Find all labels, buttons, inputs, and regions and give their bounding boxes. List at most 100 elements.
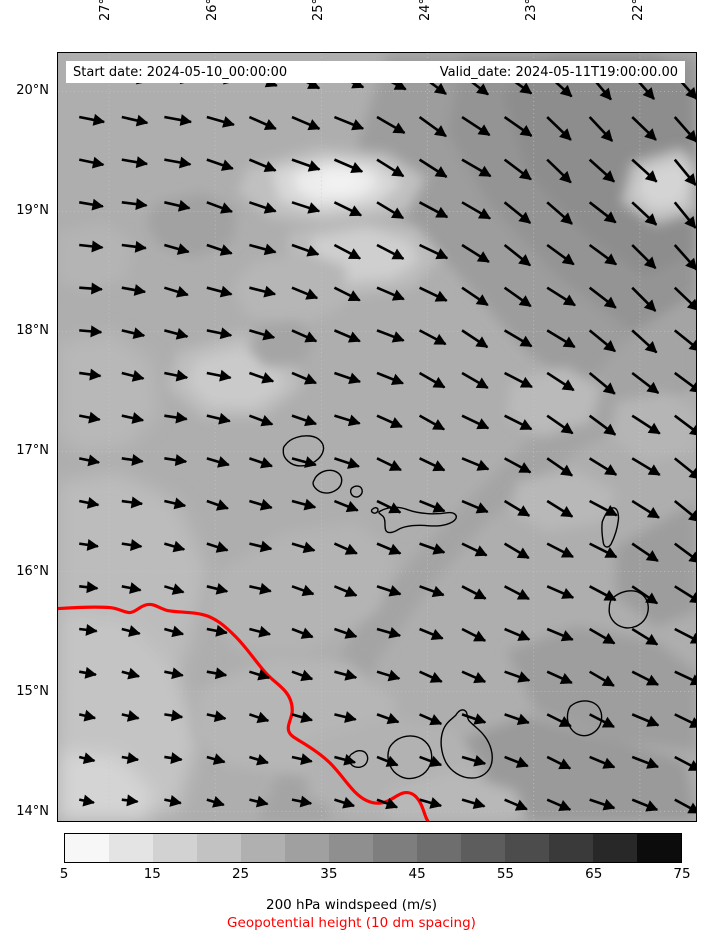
wind-arrow-head <box>260 457 273 469</box>
wind-arrow-head <box>305 288 319 300</box>
wind-arrow-head <box>391 289 405 301</box>
wind-arrow-head <box>88 411 101 424</box>
wind-arrow-head <box>218 412 231 425</box>
wind-arrow-head <box>215 582 229 595</box>
wind-arrow-head <box>215 624 228 637</box>
wind-arrow-head <box>388 543 402 555</box>
wind-arrow-head <box>302 541 316 554</box>
wind-arrow-head <box>687 760 696 771</box>
lat-tick-4: 16°N <box>16 563 49 579</box>
wind-arrow-head <box>603 423 617 436</box>
wind-arrow-head <box>519 335 533 347</box>
wind-arrow-head <box>261 372 275 384</box>
wind-arrow-head <box>687 802 696 814</box>
windspeed-shading <box>58 53 696 821</box>
wind-arrow-head <box>171 583 185 595</box>
wind-arrow-head <box>263 202 277 214</box>
wind-arrow-head <box>560 506 574 518</box>
wind-arrow-head <box>602 170 615 183</box>
wind-arrow-head <box>83 709 97 722</box>
wind-arrow-head <box>429 714 443 726</box>
wind-arrow-head <box>473 672 487 684</box>
wind-arrow-head <box>173 497 187 510</box>
wind-arrow-head <box>388 626 402 639</box>
wind-arrow-head <box>388 585 402 597</box>
wind-arrow-head <box>344 543 358 555</box>
wind-arrow-head <box>518 211 532 224</box>
wind-arrow-head <box>299 795 313 808</box>
wind-arrow-head <box>347 457 360 469</box>
wind-arrow-head <box>516 588 530 600</box>
wind-arrow-head <box>560 212 573 225</box>
lon-tick-2: 25°W <box>311 0 327 21</box>
colorbar-tick-3: 35 <box>320 866 338 882</box>
wind-arrow-head <box>84 666 97 679</box>
wind-arrow-head <box>132 327 146 340</box>
colorbar-tick-0: 5 <box>59 866 69 882</box>
wind-arrow-shaft <box>673 414 696 434</box>
wind-arrow-head <box>91 198 104 211</box>
colorbar-tick-5: 55 <box>496 866 515 882</box>
wind-arrow-head <box>307 119 321 131</box>
wind-arrow-head <box>475 502 489 514</box>
wind-arrow-shaft <box>674 585 696 602</box>
wind-arrow-head <box>686 298 696 311</box>
wind-arrow-head <box>602 382 616 395</box>
wind-arrow-head <box>91 282 103 295</box>
wind-arrow-head <box>344 585 358 598</box>
wind-arrow-head <box>126 794 139 807</box>
wind-arrow-head <box>434 166 448 178</box>
wind-arrow-head <box>476 251 490 263</box>
wind-arrow-head <box>517 629 531 641</box>
wind-arrow-head <box>347 248 362 259</box>
wind-arrow-head <box>516 547 530 559</box>
colorbar-band-13 <box>637 834 681 862</box>
wind-arrow-head <box>135 198 148 211</box>
wind-arrow-head <box>344 711 357 723</box>
wind-arrow-head <box>307 202 321 214</box>
wind-arrow-head <box>603 211 617 224</box>
wind-arrow-head <box>473 630 487 642</box>
wind-arrow-head <box>432 501 446 513</box>
wind-arrow-head <box>133 284 147 296</box>
wind-arrow-head <box>128 625 141 637</box>
wind-arrow-head <box>177 199 191 212</box>
wind-arrow-head <box>390 207 405 219</box>
colorbar-band-6 <box>329 834 373 862</box>
wind-arrow-head <box>350 161 364 173</box>
wind-arrow-head <box>347 331 361 343</box>
wind-arrow-head <box>644 170 658 183</box>
wind-arrow-head <box>91 156 105 169</box>
wind-arrow-shaft <box>673 371 696 391</box>
wind-arrow-head <box>644 128 657 141</box>
wind-arrow-head <box>604 464 618 476</box>
wind-arrow-head <box>602 632 616 644</box>
lat-tick-6: 14°N <box>16 804 49 820</box>
wind-arrow-shaft <box>674 670 696 683</box>
wind-arrow-shaft <box>673 329 696 350</box>
wind-arrow-head <box>262 328 276 341</box>
wind-arrow-head <box>515 756 529 768</box>
wind-arrow-head <box>514 799 528 811</box>
wind-arrow-head <box>219 369 232 382</box>
wind-arrow-head <box>215 541 229 553</box>
wind-arrow-head <box>176 243 190 255</box>
wind-arrow-head <box>130 496 144 509</box>
wind-arrow-head <box>518 295 532 307</box>
wind-arrow-head <box>601 716 615 728</box>
wind-arrow-head <box>263 243 277 256</box>
wind-arrow-head <box>601 675 615 687</box>
wind-arrow-head <box>212 753 226 765</box>
wind-arrow-head <box>646 381 660 394</box>
wind-arrow-head <box>561 253 575 265</box>
wind-arrow-head <box>688 551 696 563</box>
wind-arrow-head <box>135 156 149 169</box>
wind-arrow-head <box>518 254 531 267</box>
wind-arrow-head <box>604 253 618 266</box>
wind-arrow-head <box>519 82 533 95</box>
wind-arrow-head <box>603 296 617 309</box>
wind-arrow-head <box>306 245 320 257</box>
wind-arrow-head <box>303 498 317 511</box>
wind-arrow-head <box>474 545 488 557</box>
wind-arrow-head <box>689 674 696 686</box>
